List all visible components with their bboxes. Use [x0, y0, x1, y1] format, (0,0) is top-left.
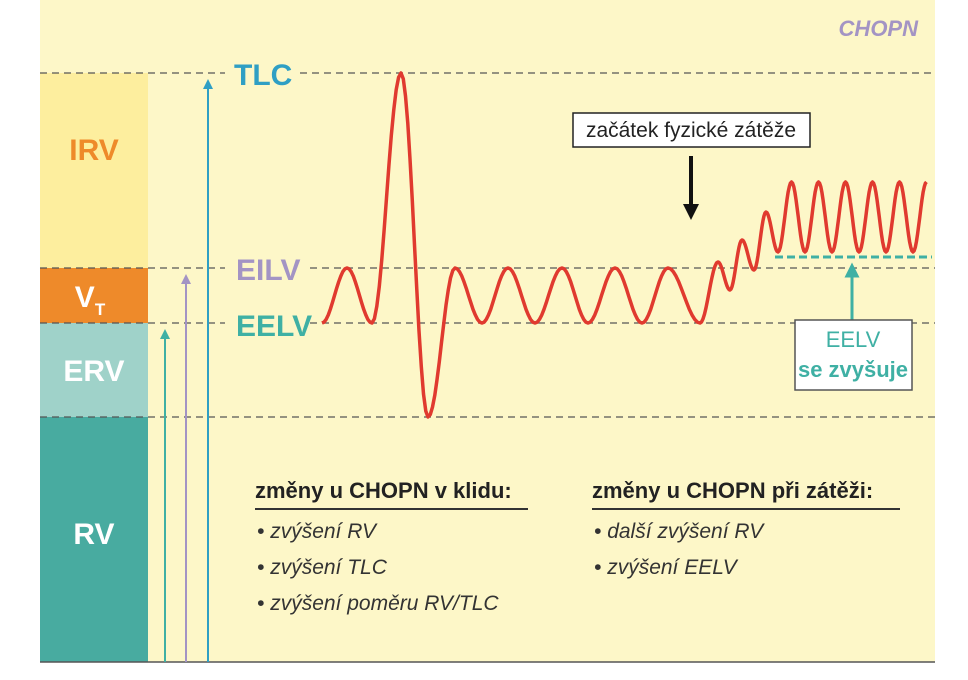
note-item: • zvýšení poměru RV/TLC [257, 592, 499, 615]
callout-box [572, 112, 811, 148]
eilv-label: EILV [236, 254, 300, 287]
note-item-text: zvýšení EELV [606, 556, 739, 579]
eelv-rise-text: EELV [826, 327, 881, 352]
erv-band [40, 323, 148, 417]
vt-band [40, 268, 148, 323]
note-item: • zvýšení EELV [594, 556, 739, 579]
note-heading: změny u CHOPN při zátěži: [592, 478, 873, 503]
rv-label: RV [73, 518, 114, 551]
eelv-rise-text: se zvyšuje [798, 357, 908, 382]
tlc-label: TLC [234, 59, 292, 92]
rv-band [40, 417, 148, 662]
note-item: • zvýšení RV [257, 520, 378, 543]
eelv-rise-box [794, 319, 913, 391]
vt-main: V [75, 281, 95, 314]
corner-label: CHOPN [839, 16, 920, 41]
irv-label: IRV [69, 134, 118, 167]
vt-subscript: T [95, 300, 106, 319]
background [40, 0, 935, 662]
note-item-text: zvýšení poměru RV/TLC [269, 592, 499, 615]
note-item-text: zvýšení TLC [269, 556, 388, 579]
irv-band [40, 73, 148, 268]
eelv-label: EELV [236, 310, 312, 343]
note-item: • další zvýšení RV [594, 520, 765, 543]
vt-label: VT [75, 281, 106, 319]
erv-label: ERV [63, 355, 124, 388]
note-item-text: zvýšení RV [269, 520, 378, 543]
note-heading: změny u CHOPN v klidu: [255, 478, 512, 503]
note-item: • zvýšení TLC [257, 556, 388, 579]
note-item-text: další zvýšení RV [607, 520, 765, 543]
volume-curve [321, 71, 928, 419]
callout-text: začátek fyzické zátěže [586, 119, 796, 142]
